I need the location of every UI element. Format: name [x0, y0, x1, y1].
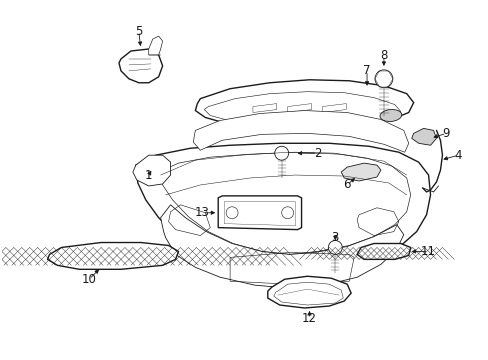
Ellipse shape	[379, 109, 401, 122]
Polygon shape	[218, 196, 301, 230]
Text: 1: 1	[145, 168, 152, 181]
Polygon shape	[47, 243, 178, 269]
Polygon shape	[148, 36, 163, 55]
Polygon shape	[193, 111, 408, 152]
Text: 10: 10	[81, 273, 97, 286]
Polygon shape	[356, 243, 410, 260]
Circle shape	[374, 70, 392, 88]
Circle shape	[274, 146, 288, 160]
Text: 7: 7	[363, 64, 370, 77]
Text: 4: 4	[454, 149, 461, 162]
Text: 3: 3	[331, 231, 338, 244]
Polygon shape	[136, 143, 429, 279]
Polygon shape	[341, 163, 380, 181]
Text: 8: 8	[380, 49, 387, 63]
Polygon shape	[133, 155, 170, 186]
Text: 9: 9	[442, 127, 449, 140]
Text: 11: 11	[420, 245, 435, 258]
Text: 6: 6	[343, 179, 350, 192]
Polygon shape	[161, 205, 403, 288]
Text: 12: 12	[302, 312, 316, 325]
Circle shape	[225, 207, 238, 219]
Text: 2: 2	[313, 147, 321, 160]
Text: 13: 13	[195, 206, 209, 219]
Text: 5: 5	[135, 24, 142, 38]
Polygon shape	[195, 80, 413, 129]
Circle shape	[327, 240, 342, 255]
Polygon shape	[119, 49, 163, 83]
Polygon shape	[267, 276, 350, 308]
Circle shape	[281, 207, 293, 219]
Polygon shape	[411, 129, 436, 145]
